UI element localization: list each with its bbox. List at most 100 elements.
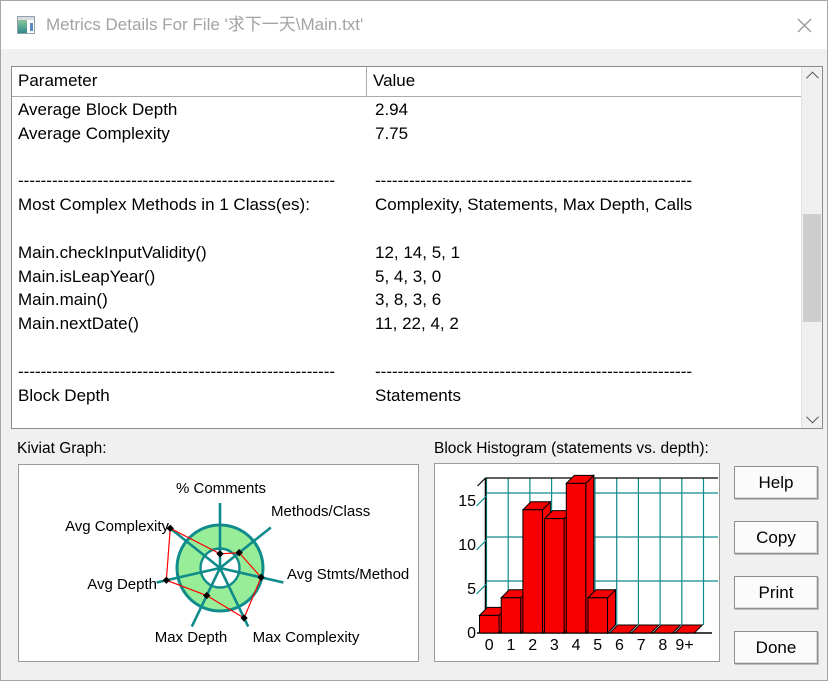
copy-button[interactable]: Copy bbox=[734, 521, 818, 554]
cell-parameter bbox=[12, 336, 368, 360]
cell-parameter: Average Block Depth bbox=[18, 100, 178, 119]
help-button[interactable]: Help bbox=[734, 466, 818, 499]
table-row: Most Complex Methods in 1 Class(es): Comp… bbox=[12, 193, 801, 217]
y-tick-slant bbox=[476, 539, 487, 551]
cell-value: ----------------------------------------… bbox=[375, 171, 693, 191]
radar-axis-label: Max Complexity bbox=[253, 629, 360, 646]
block-histogram-chart: 0 5 10 15 0 1 2 3 4 5 6 7 8 9+ bbox=[434, 463, 720, 662]
table-row: Main.checkInputValidity() 12, 14, 5, 1 bbox=[12, 241, 801, 265]
cell-value bbox=[368, 217, 801, 241]
table-row: ----------------------------------------… bbox=[12, 360, 801, 384]
cell-parameter: Main.checkInputValidity() bbox=[18, 242, 207, 262]
print-button[interactable]: Print bbox=[734, 576, 818, 609]
app-icon bbox=[17, 16, 35, 34]
scroll-up-button[interactable] bbox=[802, 67, 822, 86]
cell-value: 11, 22, 4, 2 bbox=[375, 314, 459, 334]
y-tick-label: 5 bbox=[467, 581, 476, 598]
table-row bbox=[12, 146, 801, 170]
cell-value: ----------------------------------------… bbox=[375, 361, 693, 381]
cell-value: Complexity, Statements, Max Depth, Calls bbox=[375, 195, 693, 215]
cell-value bbox=[368, 336, 801, 360]
radar-data-marker bbox=[162, 576, 171, 584]
radar-axis-label: Avg Complexity bbox=[65, 518, 169, 535]
radar-axis-label: % Comments bbox=[176, 480, 266, 497]
bar-front-face bbox=[587, 597, 608, 634]
x-tick-label: 5 bbox=[593, 637, 602, 654]
cell-value: 5, 4, 3, 0 bbox=[375, 266, 442, 286]
cell-parameter: ----------------------------------------… bbox=[18, 171, 336, 191]
bar-zero-floor bbox=[673, 624, 704, 634]
table-row bbox=[12, 217, 801, 241]
table-row bbox=[12, 407, 801, 428]
cell-value: 12, 14, 5, 1 bbox=[375, 242, 461, 262]
bar-front-face bbox=[565, 482, 587, 634]
cell-value: 2.94 bbox=[375, 100, 409, 119]
table-row: Main.nextDate() 11, 22, 4, 2 bbox=[12, 312, 801, 336]
bar-front-face bbox=[479, 614, 500, 634]
table-row: Main.main() 3, 8, 3, 6 bbox=[12, 288, 801, 312]
bar-zero-floor bbox=[651, 624, 682, 634]
radar-data-polygon bbox=[165, 527, 262, 619]
y-tick-label: 15 bbox=[458, 493, 476, 510]
bar-front-face bbox=[544, 518, 565, 634]
y-tick-slant bbox=[476, 583, 487, 595]
cell-parameter bbox=[12, 217, 368, 241]
y-tick-slant bbox=[476, 495, 487, 507]
x-tick-label: 8 bbox=[658, 637, 667, 654]
cell-parameter: Main.main() bbox=[18, 290, 108, 310]
x-tick-label: 9+ bbox=[675, 637, 693, 654]
radar-axis-label: Max Depth bbox=[155, 629, 228, 646]
column-header-parameter[interactable]: Parameter bbox=[12, 67, 367, 96]
table-row: Main.isLeapYear() 5, 4, 3, 0 bbox=[12, 265, 801, 289]
column-header-value[interactable]: Value bbox=[373, 71, 416, 90]
kiviat-chart: % Comments Methods/Class Avg Stmts/Method M… bbox=[18, 464, 419, 662]
x-tick-label: 0 bbox=[485, 637, 494, 654]
table-header: Parameter Value bbox=[12, 67, 801, 97]
x-tick-label: 2 bbox=[528, 637, 537, 654]
cell-parameter: Main.nextDate() bbox=[18, 314, 139, 334]
cell-value bbox=[368, 407, 801, 428]
table-row: Block Depth Statements bbox=[12, 384, 801, 408]
cell-value: 3, 8, 3, 6 bbox=[375, 290, 442, 310]
cell-parameter bbox=[12, 146, 368, 170]
x-tick-label: 6 bbox=[615, 637, 624, 654]
done-button[interactable]: Done bbox=[734, 631, 818, 664]
cell-value: Statements bbox=[375, 385, 461, 405]
x-tick-label: 3 bbox=[550, 637, 559, 654]
radar-axis-label: Avg Depth bbox=[87, 576, 157, 593]
bar-zero-floor bbox=[630, 624, 661, 634]
radar-data-marker bbox=[240, 614, 248, 622]
cell-parameter: Main.isLeapYear() bbox=[18, 266, 156, 286]
radar-axis-label: Methods/Class bbox=[271, 503, 370, 520]
bar-front-face bbox=[522, 509, 543, 634]
x-tick-label: 7 bbox=[637, 637, 646, 654]
scrollbar-thumb[interactable] bbox=[803, 214, 821, 322]
radar-spoke bbox=[219, 526, 272, 570]
table-body: Average Block Depth 2.94 Average Complexit… bbox=[12, 96, 801, 428]
bar-front-face bbox=[500, 597, 522, 634]
x-tick-label: 4 bbox=[572, 637, 581, 654]
kiviat-caption: Kiviat Graph: bbox=[17, 440, 107, 457]
table-row: ----------------------------------------… bbox=[12, 169, 801, 193]
cell-parameter: Most Complex Methods in 1 Class(es): bbox=[18, 195, 310, 215]
cell-value: 7.75 bbox=[375, 123, 409, 143]
close-button[interactable] bbox=[789, 10, 820, 40]
table-row bbox=[12, 336, 801, 360]
radar-axis-label: Avg Stmts/Method bbox=[287, 566, 409, 583]
cell-parameter: Average Complexity bbox=[18, 123, 170, 143]
cell-value bbox=[368, 146, 801, 170]
vertical-scrollbar[interactable] bbox=[801, 67, 822, 428]
y-tick-label: 10 bbox=[458, 537, 476, 554]
cell-parameter: Block Depth bbox=[18, 385, 110, 405]
metrics-table: Parameter Value Average Block Depth 2.94 A… bbox=[11, 66, 823, 429]
chevron-up-icon bbox=[805, 71, 819, 85]
histogram-caption: Block Histogram (statements vs. depth): bbox=[434, 440, 709, 457]
x-tick-label: 1 bbox=[506, 637, 515, 654]
cell-parameter bbox=[12, 407, 368, 428]
scroll-down-button[interactable] bbox=[802, 409, 822, 428]
table-row: Average Block Depth 2.94 bbox=[12, 98, 801, 122]
y-tick-label: 0 bbox=[467, 625, 476, 642]
bar-zero-floor bbox=[608, 624, 639, 634]
radar-spoke bbox=[219, 566, 284, 584]
